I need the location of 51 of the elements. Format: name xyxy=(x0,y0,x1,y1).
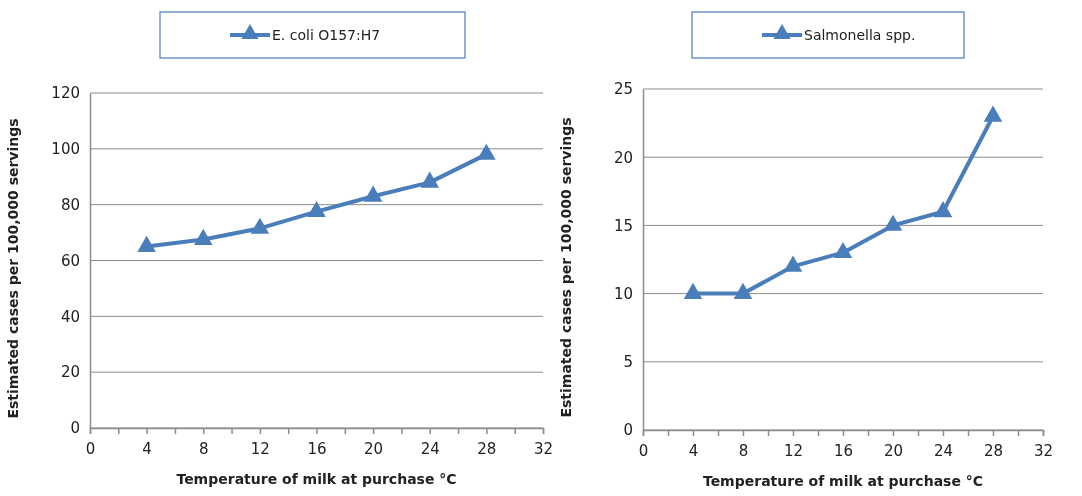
y-axis-title: Estimated cases per 100,000 servings xyxy=(5,118,21,419)
x-tick-label: 12 xyxy=(783,441,804,460)
y-tick-label: 10 xyxy=(613,284,633,303)
y-tick-label: 60 xyxy=(60,251,80,270)
y-tick-label: 20 xyxy=(60,363,80,382)
x-tick-label: 4 xyxy=(688,441,699,460)
point xyxy=(193,228,213,245)
x-tick-label: 24 xyxy=(420,439,440,458)
y-tick-label: 80 xyxy=(60,195,80,214)
x-axis-title: Temperature of milk at purchase °C xyxy=(702,473,984,489)
x-tick-label: 24 xyxy=(933,441,954,460)
x-tick-label: 0 xyxy=(638,441,649,460)
y-axis-title: Estimated cases per 100,000 servings xyxy=(558,117,574,418)
point xyxy=(363,185,383,202)
y-tick-label: 5 xyxy=(623,353,633,372)
y-tick-label: 40 xyxy=(60,307,80,326)
x-tick-label: 16 xyxy=(833,441,854,460)
point xyxy=(883,214,903,231)
point xyxy=(733,282,753,299)
point xyxy=(683,282,703,299)
y-tick-label: 20 xyxy=(613,148,633,167)
y-tick-label: 25 xyxy=(613,80,633,99)
y-tick-label: 15 xyxy=(613,216,633,235)
point xyxy=(250,217,270,234)
legend-label: E. coli O157:H7 xyxy=(272,27,381,43)
x-tick-label: 28 xyxy=(983,441,1004,460)
x-axis-title: Temperature of milk at purchase °C xyxy=(176,471,457,487)
y-tick-label: 0 xyxy=(70,419,80,438)
point xyxy=(307,200,326,218)
point xyxy=(137,235,156,252)
x-tick-label: 8 xyxy=(738,441,749,460)
x-tick-label: 12 xyxy=(250,439,270,458)
point xyxy=(420,171,440,188)
point xyxy=(783,255,803,272)
legend-label: Salmonella spp. xyxy=(804,27,916,43)
x-tick-label: 28 xyxy=(477,439,497,458)
x-tick-label: 32 xyxy=(1033,441,1054,460)
point xyxy=(833,241,853,259)
y-tick-label: 0 xyxy=(623,421,633,440)
x-tick-label: 20 xyxy=(883,441,904,460)
y-tick-label: 120 xyxy=(51,84,80,103)
point xyxy=(477,143,496,160)
x-tick-label: 4 xyxy=(142,439,152,458)
x-tick-label: 8 xyxy=(198,439,209,458)
x-tick-label: 16 xyxy=(307,439,327,458)
x-tick-label: 20 xyxy=(364,439,384,458)
y-tick-label: 100 xyxy=(51,140,80,159)
point xyxy=(933,201,953,218)
x-tick-label: 0 xyxy=(85,439,96,458)
x-tick-label: 32 xyxy=(533,439,554,458)
point xyxy=(983,105,1003,122)
